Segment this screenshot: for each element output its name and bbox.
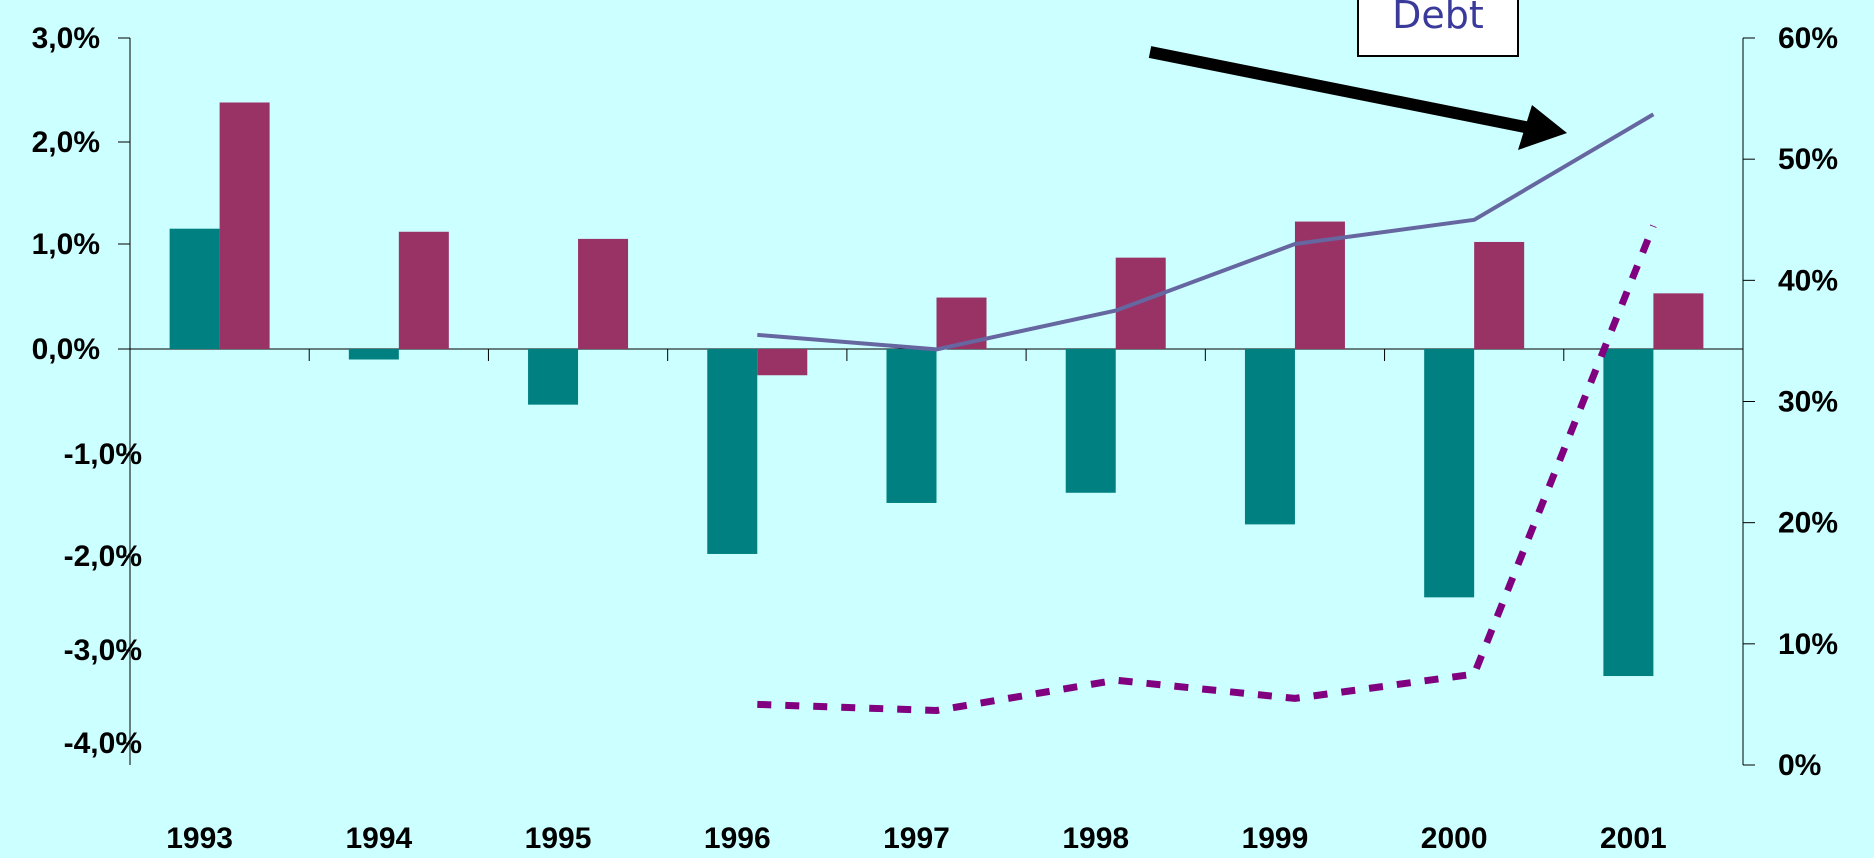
bar-maroon-2000 [1474, 241, 1525, 349]
bar-maroon-1995 [578, 238, 629, 349]
lines [757, 112, 1657, 714]
category-label-1994: 1994 [345, 822, 412, 855]
left-tick-label: 2,0% [32, 126, 100, 159]
tick-labels: 3,0% 2,0% 1,0% 0,0% -1,0% -2,0% -3,0% -4,0% 60% 5… [32, 22, 1838, 855]
category-label-2000: 2000 [1421, 822, 1488, 855]
debt-annotation: Debt [1148, 0, 1567, 150]
debt-arrow-shaft [1148, 46, 1532, 134]
dotted-line-series [757, 224, 1657, 714]
category-label-1993: 1993 [166, 822, 233, 855]
right-tick-label: 10% [1778, 628, 1838, 661]
bar-teal-2001 [1603, 349, 1654, 677]
left-tick-label: 3,0% [32, 22, 100, 55]
left-tick-label: -2,0% [64, 540, 142, 573]
bar-teal-1997 [886, 349, 937, 503]
category-label-1997: 1997 [883, 822, 950, 855]
right-tick-label: 0% [1778, 749, 1821, 782]
bar-teal-1999 [1244, 349, 1295, 525]
bar-maroon-1996 [757, 349, 808, 376]
debt-arrow-head [1518, 105, 1567, 150]
right-tick-label: 30% [1778, 386, 1838, 419]
category-label-1996: 1996 [704, 822, 771, 855]
debt-callout-label: Debt [1392, 0, 1484, 37]
left-tick-label: -3,0% [64, 634, 142, 667]
bar-teal-1996 [707, 349, 758, 554]
solid-line-series [757, 112, 1655, 352]
right-tick-label: 50% [1778, 143, 1838, 176]
bar-teal-1998 [1065, 349, 1116, 493]
left-tick-label: 0,0% [32, 333, 100, 366]
right-tick-label: 40% [1778, 264, 1838, 297]
category-label-2001: 2001 [1600, 822, 1667, 855]
left-tick-label: -1,0% [64, 438, 142, 471]
category-label-1999: 1999 [1242, 822, 1309, 855]
bar-maroon-1993 [219, 102, 270, 349]
left-tick-label: 1,0% [32, 228, 100, 261]
right-tick-label: 60% [1778, 22, 1838, 55]
category-label-1995: 1995 [525, 822, 592, 855]
bar-maroon-2001 [1653, 293, 1704, 349]
bar-teal-1994 [348, 349, 399, 360]
right-tick-label: 20% [1778, 507, 1838, 540]
bar-teal-2000 [1424, 349, 1475, 598]
category-label-1998: 1998 [1062, 822, 1129, 855]
bar-teal-1995 [528, 349, 579, 405]
bars [169, 102, 1704, 677]
bar-maroon-1994 [398, 231, 449, 349]
left-tick-label: -4,0% [64, 727, 142, 760]
debt-callout-box [1357, 0, 1519, 57]
bar-teal-1993 [169, 228, 220, 349]
